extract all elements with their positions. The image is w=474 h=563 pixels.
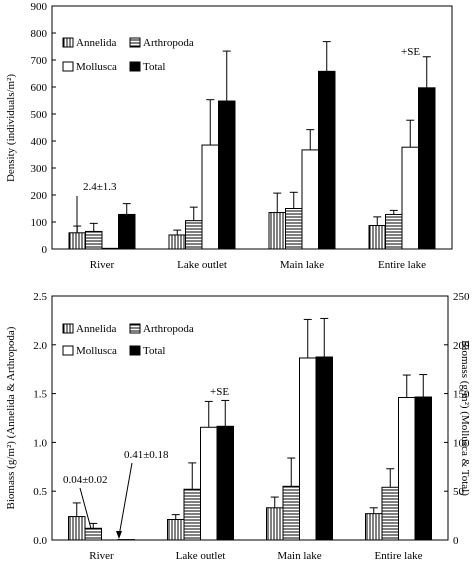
y-axis-label-left: Biomass (g/m²) (Annelida & Arthropoda): [5, 326, 17, 509]
y-axis-label-right: Biomass (g/m²) (Mollusca & Total): [459, 340, 471, 496]
legend-label-arthropoda: Arthropoda: [143, 37, 194, 49]
y-tick-label: 0.5: [33, 486, 47, 498]
bar-arthropoda-river: [85, 230, 103, 250]
legend-label-mollusca: Mollusca: [76, 345, 117, 357]
annotation-river-total: 0.41±0.18: [124, 449, 169, 461]
legend-label-annelida: Annelida: [76, 37, 116, 49]
y2-tick-label: 250: [453, 291, 470, 303]
bar-annelida-lake-outlet: [167, 519, 185, 541]
legend-swatch-mollusca: [62, 345, 74, 356]
x-tick-label: Entire lake: [375, 550, 423, 562]
y2-tick-label: 0: [453, 535, 459, 547]
bar-total-lake-outlet: [218, 100, 236, 250]
annotation-se: +SE: [401, 46, 420, 58]
bar-arthropoda-river: [84, 527, 102, 541]
bar-annelida-river: [68, 516, 86, 541]
bar-annelida-main-lake: [266, 507, 284, 541]
legend-swatch-mollusca: [62, 61, 74, 72]
y-tick-label: 200: [31, 190, 48, 202]
bar-total-entire-lake: [414, 396, 432, 541]
bar-annelida-main-lake: [268, 212, 286, 250]
legend-swatch-total: [129, 61, 141, 72]
y-tick-label: 2.5: [33, 291, 47, 303]
bar-total-river: [118, 213, 136, 250]
biomass-panel: Biomass (g/m²) (Annelida & Arthropoda) B…: [5, 291, 471, 562]
bar-arthropoda-lake-outlet: [183, 488, 201, 541]
y-tick-label: 500: [31, 109, 48, 121]
bar-total-entire-lake: [418, 87, 436, 250]
bar-annelida-entire-lake: [365, 513, 383, 541]
bar-mollusca-river: [101, 247, 119, 250]
y-tick-label: 300: [31, 163, 48, 175]
annotation-se: +SE: [210, 386, 229, 398]
x-tick-label: River: [90, 259, 115, 271]
bar-mollusca-lake-outlet: [200, 426, 218, 541]
annotation-arrow-head: [116, 531, 122, 539]
bar-total-lake-outlet: [216, 425, 234, 541]
legend-label-total: Total: [143, 61, 165, 73]
bar-arthropoda-entire-lake: [385, 213, 403, 250]
legend: Annelida Arthropoda Mollusca Total: [62, 37, 194, 73]
plot-frame: [51, 5, 453, 250]
x-tick-label: River: [89, 550, 114, 562]
y2-tick-label: 100: [453, 437, 470, 449]
bar-annelida-entire-lake: [368, 225, 386, 250]
legend-label-annelida: Annelida: [76, 323, 116, 335]
y-tick-label: 700: [31, 55, 48, 67]
x-tick-label: Main lake: [280, 259, 324, 271]
y-tick-label: 600: [31, 82, 48, 94]
y-tick-label: 800: [31, 28, 48, 40]
bar-mollusca-entire-lake: [398, 397, 416, 541]
y-tick-label: 1.0: [33, 437, 47, 449]
bar-annelida-lake-outlet: [168, 234, 186, 250]
legend-swatch-arthropoda: [129, 323, 141, 334]
bar-arthropoda-main-lake: [285, 208, 303, 250]
legend-label-mollusca: Mollusca: [76, 61, 117, 73]
annotation-arrow-line: [118, 462, 133, 537]
y-tick-label: 100: [31, 217, 48, 229]
y2-tick-label: 150: [453, 389, 470, 401]
density-panel: Density (individuals/m²) Annelida Arthro…: [5, 1, 453, 271]
y2-tick-label: 50: [453, 486, 465, 498]
y2-tick-label: 200: [453, 340, 470, 352]
bar-total-main-lake: [318, 70, 336, 250]
annotation-river-mollusca: 2.4±1.3: [83, 181, 117, 193]
x-tick-label: Entire lake: [378, 259, 426, 271]
bar-arthropoda-lake-outlet: [185, 220, 203, 250]
y-tick-label: 0.0: [33, 535, 47, 547]
y-tick-label: 2.0: [33, 340, 47, 352]
x-tick-label: Lake outlet: [176, 550, 226, 562]
x-tick-label: Main lake: [277, 550, 321, 562]
bar-total-main-lake: [315, 356, 333, 541]
y-tick-label: 1.5: [33, 389, 47, 401]
legend-swatch-annelida: [62, 323, 74, 334]
x-tick-label: Lake outlet: [177, 259, 227, 271]
annotation-river-mollusca: 0.04±0.02: [63, 474, 108, 486]
legend-swatch-arthropoda: [129, 37, 141, 48]
legend-swatch-annelida: [62, 37, 74, 48]
bar-mollusca-entire-lake: [401, 146, 419, 250]
legend-label-arthropoda: Arthropoda: [143, 323, 194, 335]
legend-swatch-total: [129, 345, 141, 356]
y-axis-label: Density (individuals/m²): [5, 74, 17, 182]
bar-mollusca-main-lake: [301, 149, 319, 250]
plot-frame: [51, 295, 449, 541]
bar-mollusca-main-lake: [299, 357, 317, 541]
bar-arthropoda-main-lake: [282, 485, 300, 541]
y-tick-label: 0: [42, 244, 48, 256]
y-tick-label: 900: [31, 1, 48, 13]
bar-arthropoda-entire-lake: [381, 486, 399, 541]
bar-annelida-river: [68, 232, 86, 250]
legend: Annelida Arthropoda Mollusca Total: [62, 323, 194, 357]
y-tick-label: 400: [31, 136, 48, 148]
legend-label-total: Total: [143, 345, 165, 357]
bar-mollusca-lake-outlet: [201, 144, 219, 250]
